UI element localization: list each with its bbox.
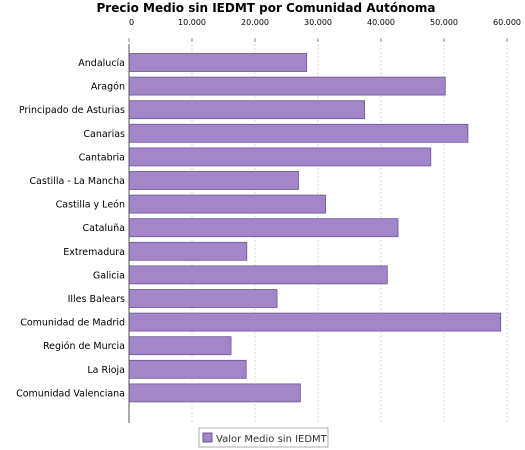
x-tick-label: 50.000 — [430, 18, 458, 27]
bar — [128, 147, 432, 167]
x-tick-label: 40.000 — [367, 18, 395, 27]
bar — [128, 218, 399, 238]
legend: Valor Medio sin IEDMT — [198, 427, 329, 448]
bar — [128, 265, 388, 285]
category-label: Illes Balears — [68, 294, 125, 305]
legend-label: Valor Medio sin IEDMT — [216, 434, 328, 445]
x-tick-label: 30.000 — [304, 18, 332, 27]
category-label: Castilla - La Mancha — [29, 176, 125, 187]
x-tick-label: 60.000 — [493, 18, 521, 27]
x-tick-label: 0 — [129, 18, 134, 27]
bar — [128, 123, 469, 143]
category-label: Comunidad Valenciana — [16, 388, 125, 399]
x-tick-label: 20.000 — [241, 18, 269, 27]
bars — [128, 53, 502, 403]
category-label: Cantabria — [79, 152, 125, 163]
category-label: Canarias — [83, 129, 125, 140]
category-label: Castilla y León — [56, 200, 125, 211]
bar — [128, 383, 301, 403]
category-label: Extremadura — [63, 247, 125, 258]
category-label: Cataluña — [82, 223, 125, 234]
bar — [128, 359, 247, 379]
category-label: Aragón — [91, 82, 125, 93]
category-label: Región de Murcia — [43, 341, 125, 352]
bar — [128, 171, 299, 190]
category-labels: Andalucía Aragón Principado de Asturias Can… — [16, 58, 125, 399]
chart-title: Precio Medio sin IEDMT por Comunidad Aut… — [97, 1, 436, 15]
bar — [128, 76, 446, 96]
x-tick-label: 10.000 — [178, 18, 206, 27]
bar — [128, 289, 278, 308]
bar — [128, 100, 366, 120]
category-label: Principado de Asturias — [19, 105, 125, 116]
category-label: Comunidad de Madrid — [20, 318, 125, 329]
category-label: Galicia — [93, 270, 125, 281]
x-axis-ticks: 0 10.000 20.000 30.000 40.000 50.000 60.000 — [128, 18, 521, 42]
category-label: Andalucía — [78, 58, 125, 69]
legend-box — [198, 427, 329, 448]
category-label: La Rioja — [87, 365, 125, 376]
bar — [128, 53, 308, 72]
legend-swatch — [202, 432, 213, 443]
bar — [128, 312, 502, 332]
bar — [128, 194, 326, 214]
bar — [128, 241, 248, 261]
bar — [128, 336, 232, 356]
